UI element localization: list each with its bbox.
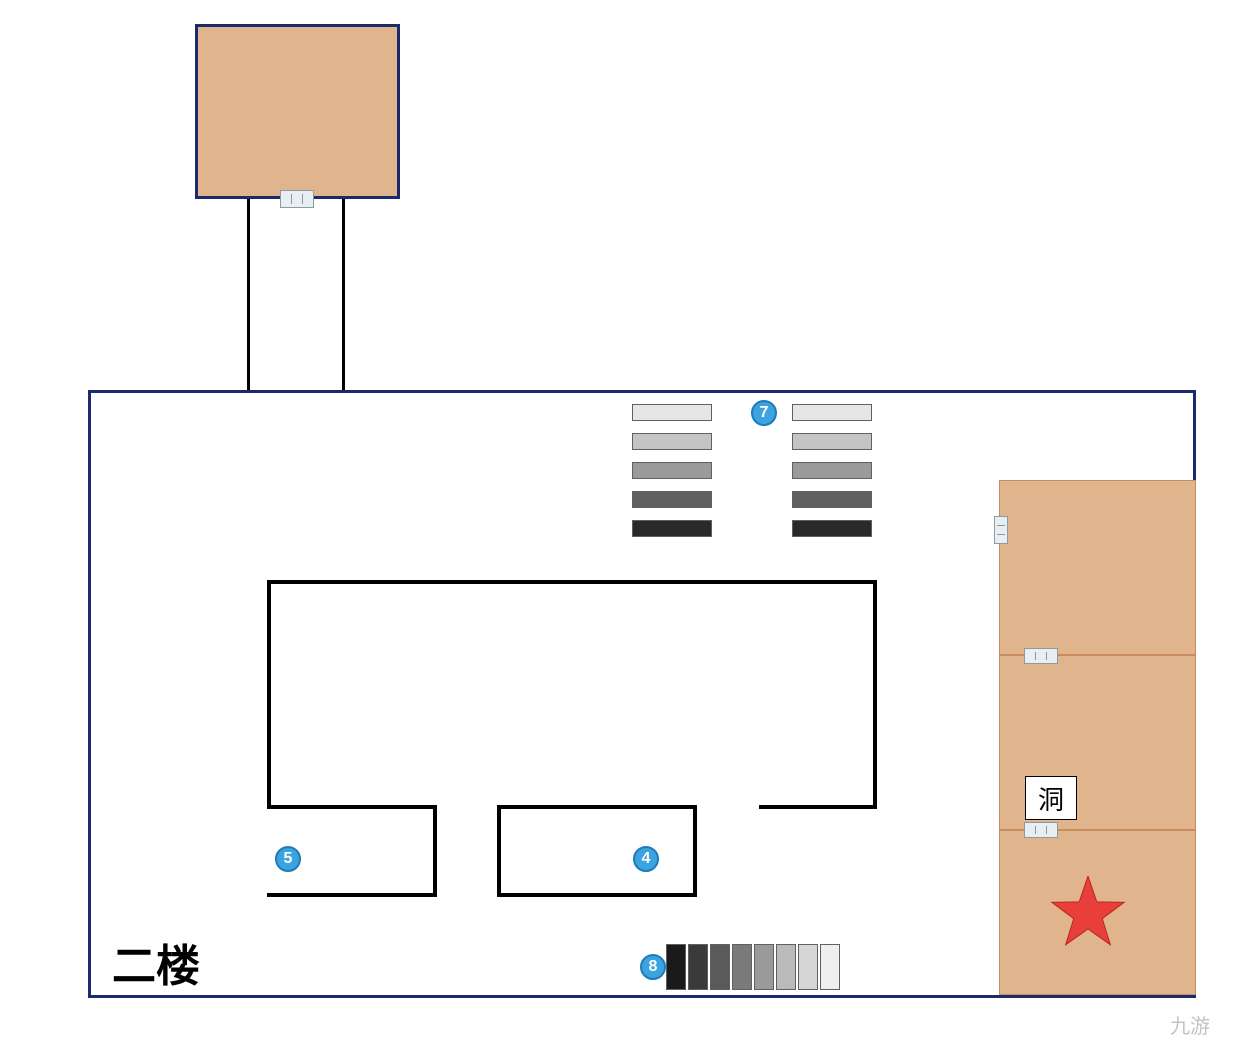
corridor-line-right bbox=[342, 199, 345, 393]
step-bar bbox=[792, 433, 872, 450]
door-right-mid bbox=[1024, 648, 1058, 664]
step-bar bbox=[792, 462, 872, 479]
marker-8: 8 bbox=[640, 954, 666, 980]
step-bar bbox=[792, 404, 872, 421]
stair-step bbox=[666, 944, 686, 990]
step-bar bbox=[792, 491, 872, 508]
inner-wall bbox=[267, 805, 437, 809]
stair-step bbox=[820, 944, 840, 990]
right-room-top bbox=[999, 480, 1196, 655]
stair-step bbox=[754, 944, 774, 990]
watermark-text: 九游 bbox=[1170, 1016, 1210, 1038]
star-icon bbox=[1050, 876, 1126, 952]
marker-7-label: 7 bbox=[760, 404, 769, 422]
inner-wall bbox=[693, 805, 697, 895]
stair-step bbox=[710, 944, 730, 990]
marker-5-label: 5 bbox=[284, 850, 293, 868]
stair-step bbox=[688, 944, 708, 990]
marker-7: 7 bbox=[751, 400, 777, 426]
door-top bbox=[280, 190, 314, 208]
inner-wall bbox=[873, 580, 877, 809]
inner-wall bbox=[497, 805, 501, 895]
step-bar bbox=[632, 433, 712, 450]
inner-wall bbox=[267, 580, 271, 805]
inner-wall bbox=[433, 805, 437, 895]
step-bar bbox=[792, 520, 872, 537]
floor-label-text: 二楼 bbox=[112, 942, 200, 991]
inner-wall bbox=[267, 893, 437, 897]
hole-label-box: 洞 bbox=[1025, 776, 1077, 820]
marker-5: 5 bbox=[275, 846, 301, 872]
inner-wall bbox=[759, 805, 877, 809]
hole-label-text: 洞 bbox=[1038, 780, 1064, 817]
marker-8-label: 8 bbox=[649, 958, 658, 976]
top-room bbox=[195, 24, 400, 199]
marker-4: 4 bbox=[633, 846, 659, 872]
floor-label: 二楼 bbox=[112, 930, 200, 994]
marker-4-label: 4 bbox=[642, 850, 651, 868]
stair-step bbox=[776, 944, 796, 990]
stair-step bbox=[732, 944, 752, 990]
inner-wall bbox=[497, 805, 697, 809]
step-bar bbox=[632, 520, 712, 537]
inner-wall bbox=[267, 580, 877, 584]
step-bar bbox=[632, 491, 712, 508]
door-right-bot bbox=[1024, 822, 1058, 838]
step-bar bbox=[632, 404, 712, 421]
watermark: 九游 bbox=[1170, 1010, 1210, 1039]
corridor-line-left bbox=[247, 199, 250, 393]
inner-wall bbox=[497, 893, 697, 897]
step-bar bbox=[632, 462, 712, 479]
star-polygon bbox=[1052, 876, 1124, 945]
door-right-top-side bbox=[994, 516, 1008, 544]
stair-step bbox=[798, 944, 818, 990]
